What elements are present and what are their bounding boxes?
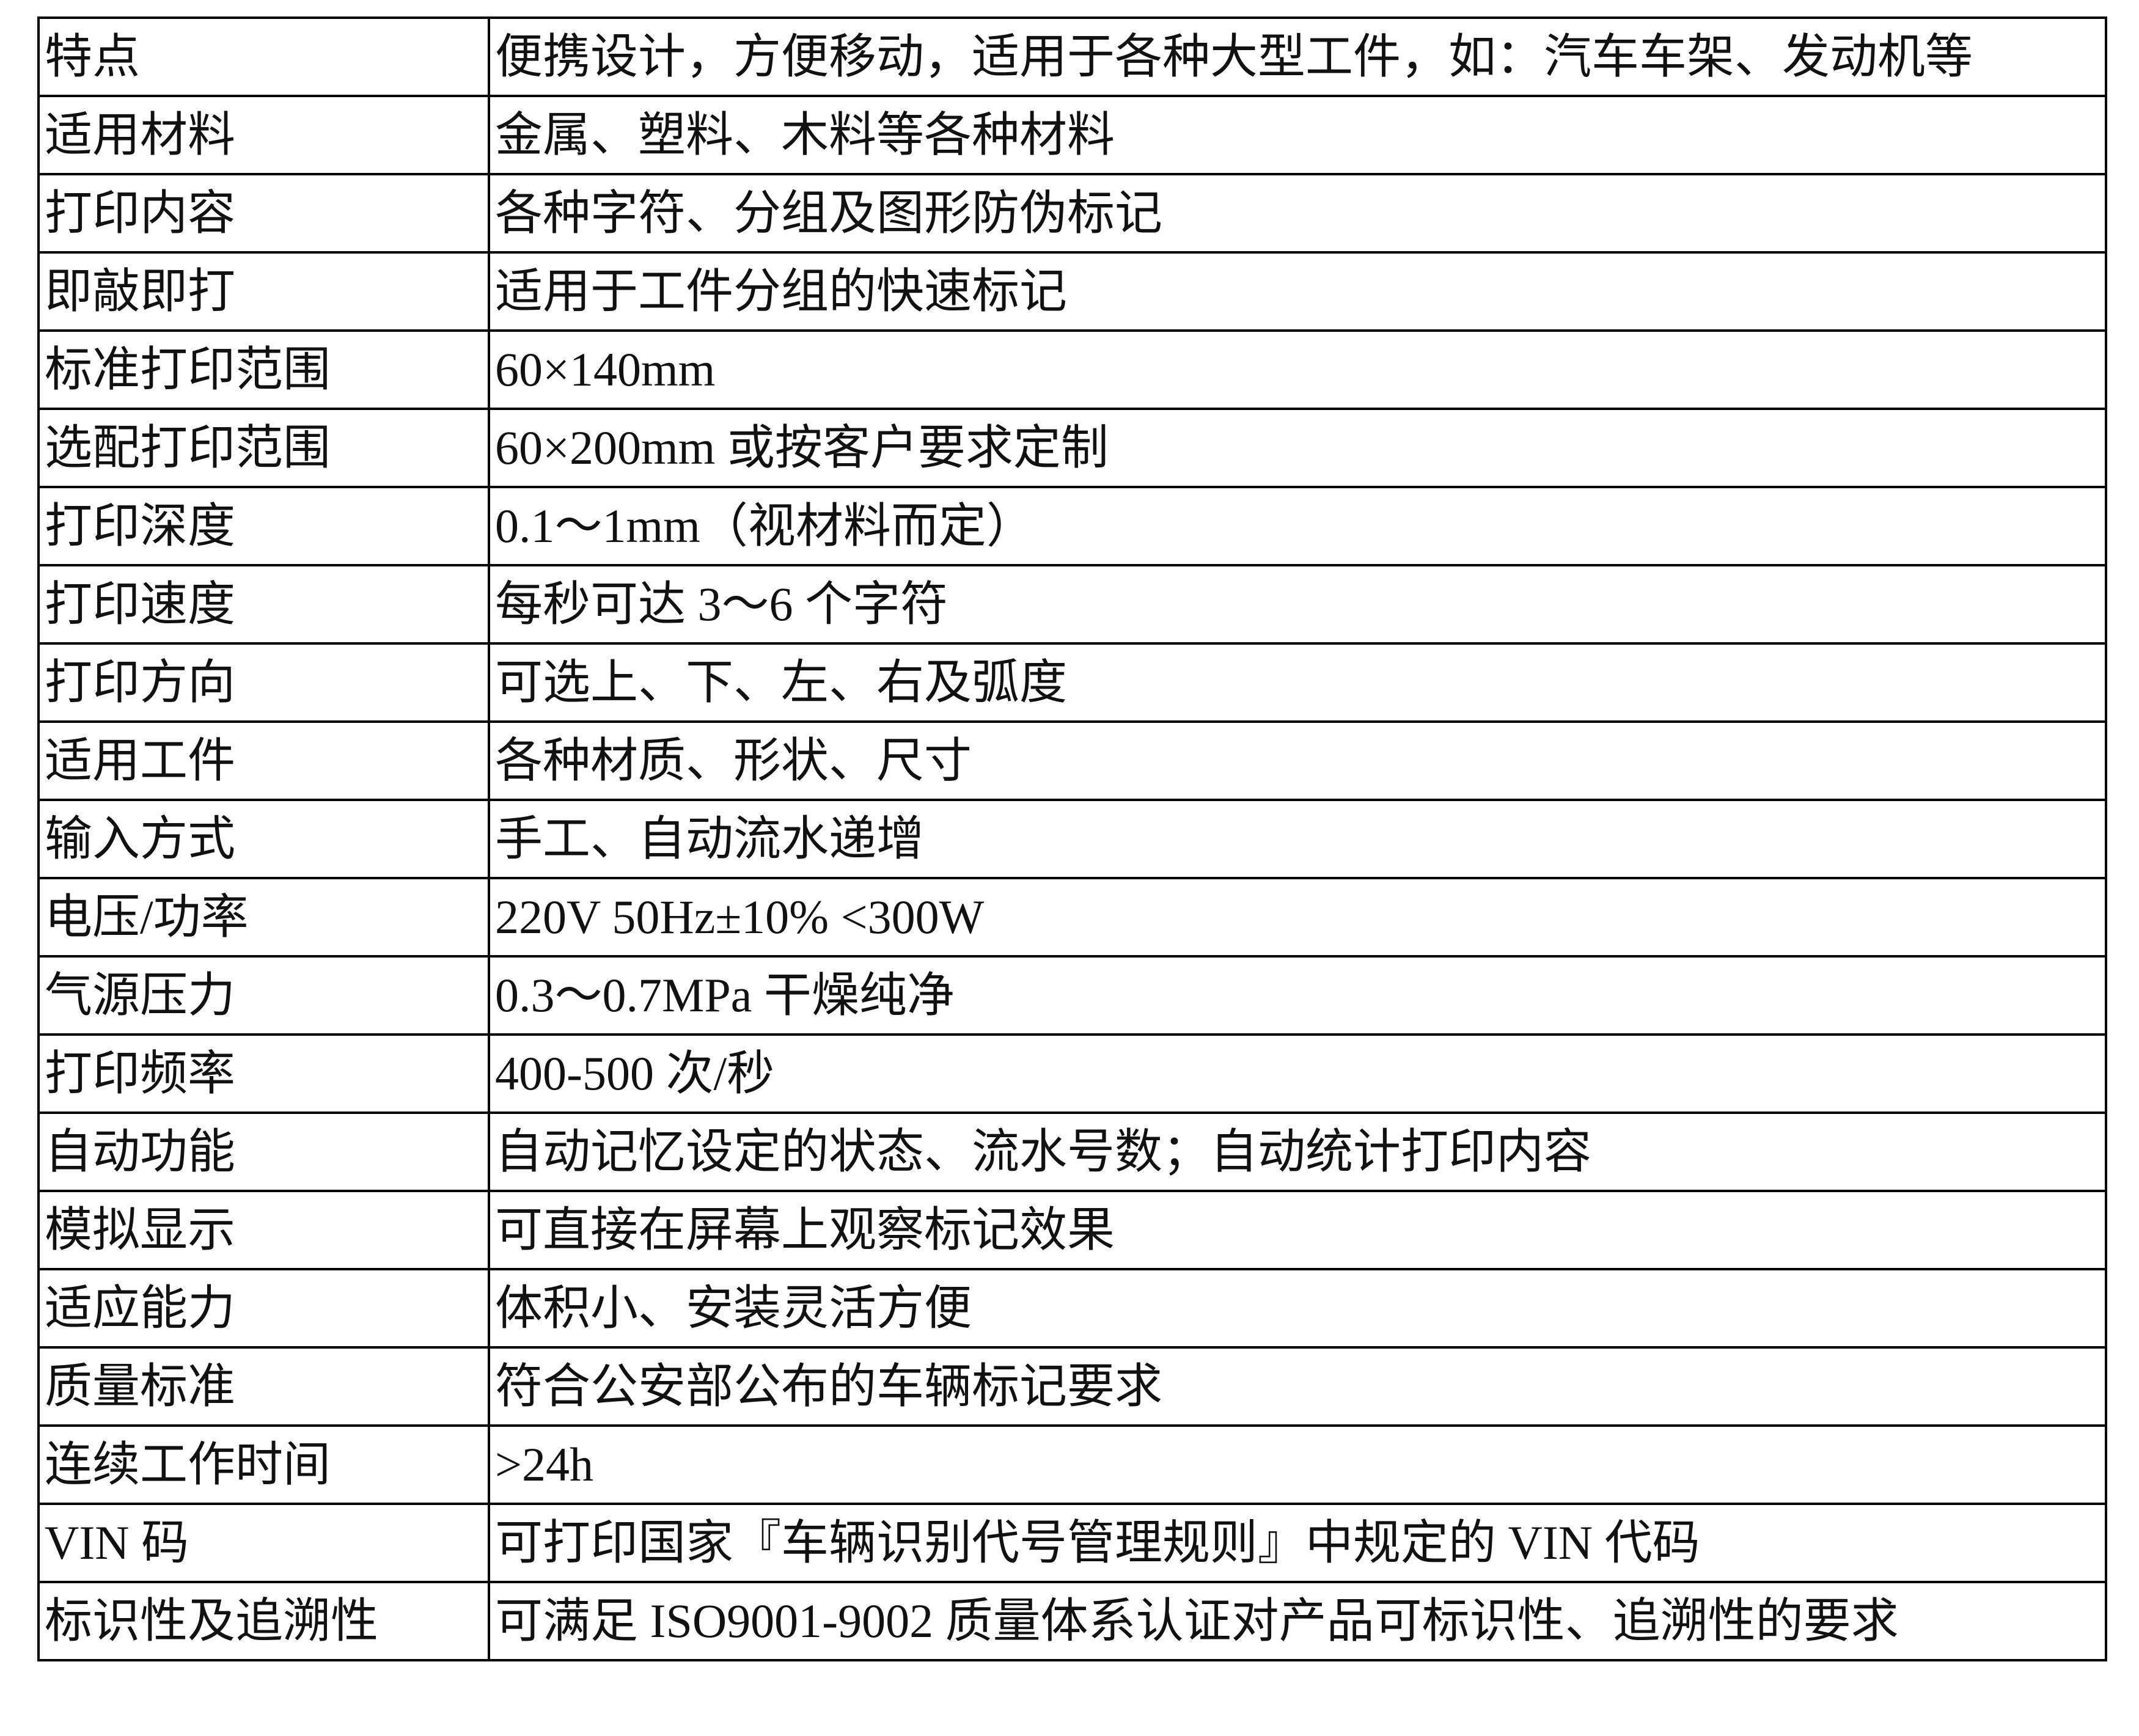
spec-name: 打印深度 — [37, 486, 490, 566]
spec-value: 可选上、下、左、右及弧度 — [488, 642, 2107, 723]
spec-value: 体积小、安装灵活方便 — [488, 1268, 2107, 1349]
spec-value: 220V 50Hz±10% <300W — [488, 877, 2107, 958]
spec-value: 可打印国家『车辆识别代号管理规则』中规定的 VIN 代码 — [488, 1503, 2107, 1583]
table-row: 适应能力 体积小、安装灵活方便 — [37, 1268, 2107, 1349]
table-row: 打印深度 0.1～1mm（视材料而定） — [37, 486, 2107, 566]
spec-value: 适用于工件分组的快速标记 — [488, 251, 2107, 332]
table-row: 打印内容 各种字符、分组及图形防伪标记 — [37, 173, 2107, 254]
table-row: 打印速度 每秒可达 3～6 个字符 — [37, 564, 2107, 645]
spec-name: 自动功能 — [37, 1112, 490, 1192]
table-row: VIN 码可打印国家『车辆识别代号管理规则』中规定的 VIN 代码 — [37, 1503, 2107, 1583]
table-row: 质量标准 符合公安部公布的车辆标记要求 — [37, 1346, 2107, 1427]
table-row: 连续工作时间 >24h — [37, 1424, 2107, 1505]
table-row: 打印频率 400-500 次/秒 — [37, 1033, 2107, 1114]
spec-name: 标识性及追溯性 — [37, 1581, 490, 1661]
spec-name: 输入方式 — [37, 799, 490, 879]
spec-name: 即敲即打 — [37, 251, 490, 332]
spec-name: 质量标准 — [37, 1346, 490, 1427]
spec-value: 0.1～1mm（视材料而定） — [488, 486, 2107, 566]
spec-value: 符合公安部公布的车辆标记要求 — [488, 1346, 2107, 1427]
table-row: 特点 便携设计，方便移动，适用于各种大型工件，如：汽车车架、发动机等 — [37, 16, 2107, 97]
spec-value: 手工、自动流水递增 — [488, 799, 2107, 879]
spec-name: 适用工件 — [37, 720, 490, 801]
table-row: 电压/功率 220V 50Hz±10% <300W — [37, 877, 2107, 958]
spec-name: 气源压力 — [37, 955, 490, 1036]
table-row: 气源压力 0.3～0.7MPa 干燥纯净 — [37, 955, 2107, 1036]
spec-value: 60×200mm 或按客户要求定制 — [488, 408, 2107, 488]
spec-name: 连续工作时间 — [37, 1424, 490, 1505]
spec-value: 400-500 次/秒 — [488, 1033, 2107, 1114]
spec-name: 特点 — [37, 16, 490, 97]
spec-value: 可满足 ISO9001-9002 质量体系认证对产品可标识性、追溯性的要求 — [488, 1581, 2107, 1661]
spec-value: 便携设计，方便移动，适用于各种大型工件，如：汽车车架、发动机等 — [488, 16, 2107, 97]
spec-name: 选配打印范围 — [37, 408, 490, 488]
spec-value: 金属、塑料、木料等各种材料 — [488, 95, 2107, 175]
table-row: 模拟显示 可直接在屏幕上观察标记效果 — [37, 1190, 2107, 1270]
table-row: 适用材料 金属、塑料、木料等各种材料 — [37, 95, 2107, 175]
spec-value: 自动记忆设定的状态、流水号数；自动统计打印内容 — [488, 1112, 2107, 1192]
spec-value: >24h — [488, 1424, 2107, 1505]
table-row: 打印方向 可选上、下、左、右及弧度 — [37, 642, 2107, 723]
spec-name: 适应能力 — [37, 1268, 490, 1349]
table-row: 选配打印范围 60×200mm 或按客户要求定制 — [37, 408, 2107, 488]
spec-value: 各种字符、分组及图形防伪标记 — [488, 173, 2107, 254]
spec-name: 打印方向 — [37, 642, 490, 723]
spec-name: 适用材料 — [37, 95, 490, 175]
spec-value: 可直接在屏幕上观察标记效果 — [488, 1190, 2107, 1270]
spec-name: 电压/功率 — [37, 877, 490, 958]
table-row: 标准打印范围 60×140mm — [37, 329, 2107, 410]
table-row: 即敲即打 适用于工件分组的快速标记 — [37, 251, 2107, 332]
spec-value: 60×140mm — [488, 329, 2107, 410]
spec-name: 打印频率 — [37, 1033, 490, 1114]
spec-table: 特点 便携设计，方便移动，适用于各种大型工件，如：汽车车架、发动机等 适用材料 金属、… — [37, 16, 2107, 1661]
table-row: 自动功能 自动记忆设定的状态、流水号数；自动统计打印内容 — [37, 1112, 2107, 1192]
spec-name: 模拟显示 — [37, 1190, 490, 1270]
spec-value: 各种材质、形状、尺寸 — [488, 720, 2107, 801]
spec-value: 0.3～0.7MPa 干燥纯净 — [488, 955, 2107, 1036]
table-row: 输入方式 手工、自动流水递增 — [37, 799, 2107, 879]
table-row: 适用工件 各种材质、形状、尺寸 — [37, 720, 2107, 801]
spec-name: 打印内容 — [37, 173, 490, 254]
spec-value: 每秒可达 3～6 个字符 — [488, 564, 2107, 645]
table-row: 标识性及追溯性 可满足 ISO9001-9002 质量体系认证对产品可标识性、追溯… — [37, 1581, 2107, 1661]
spec-name: VIN 码 — [37, 1503, 490, 1583]
spec-name: 标准打印范围 — [37, 329, 490, 410]
spec-name: 打印速度 — [37, 564, 490, 645]
